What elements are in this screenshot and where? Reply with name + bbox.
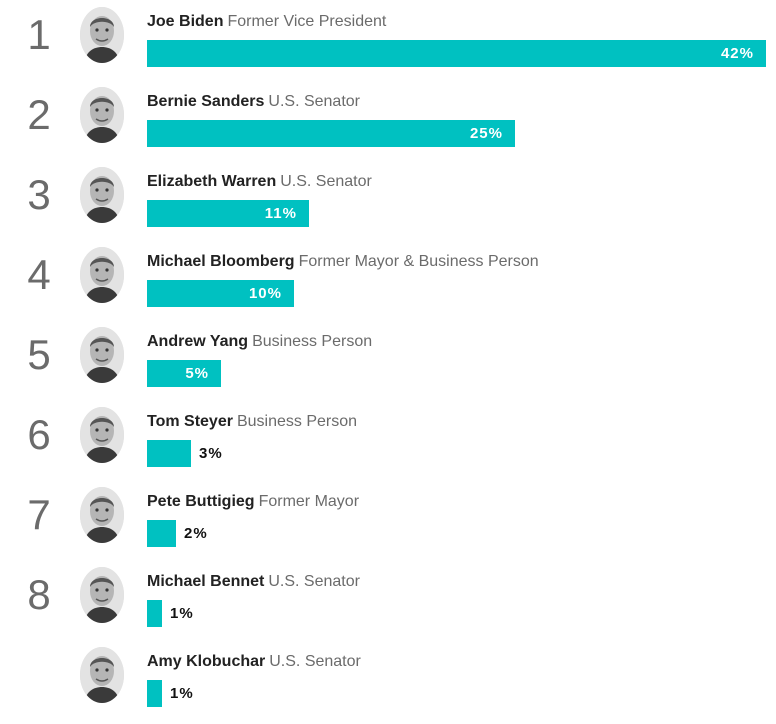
rank-number: 7 xyxy=(27,491,51,538)
data-label: 3% xyxy=(199,445,223,462)
bar xyxy=(147,440,191,467)
portrait-icon xyxy=(80,247,124,303)
rank-number: 5 xyxy=(27,331,51,378)
candidate-label: Bernie Sanders U.S. Senator xyxy=(147,92,360,112)
avatar xyxy=(80,487,124,543)
avatar xyxy=(80,647,124,703)
rank-number: 4 xyxy=(27,251,51,298)
portrait-icon xyxy=(80,647,124,703)
candidate-name: Amy Klobuchar xyxy=(147,653,266,670)
candidate-row: 2 Bernie Sanders U.S. Senator 25% xyxy=(0,84,776,164)
data-label: 1% xyxy=(170,685,194,702)
avatar xyxy=(80,247,124,303)
candidate-name: Pete Buttigieg xyxy=(147,493,255,510)
portrait-icon xyxy=(80,87,124,143)
candidate-name: Joe Biden xyxy=(147,13,224,30)
candidate-label: Joe Biden Former Vice President xyxy=(147,12,386,32)
bar xyxy=(147,680,162,707)
rank-number: 1 xyxy=(27,11,51,58)
data-label: 2% xyxy=(184,525,208,542)
candidate-name: Michael Bennet xyxy=(147,573,265,590)
portrait-icon xyxy=(80,327,124,383)
avatar xyxy=(80,567,124,623)
candidate-title: Business Person xyxy=(252,333,373,350)
bar xyxy=(147,600,162,627)
candidate-title: Former Mayor & Business Person xyxy=(298,253,539,270)
candidate-row: 5 Andrew Yang Business Person 5% xyxy=(0,324,776,404)
candidate-label: Michael Bloomberg Former Mayor & Business… xyxy=(147,252,539,272)
candidate-title: U.S. Senator xyxy=(268,573,360,590)
bar xyxy=(147,120,515,147)
avatar xyxy=(80,7,124,63)
avatar xyxy=(80,407,124,463)
candidate-row: 6 Tom Steyer Business Person 3% xyxy=(0,404,776,484)
candidate-name: Bernie Sanders xyxy=(147,93,265,110)
candidate-name: Tom Steyer xyxy=(147,413,233,430)
rank-number: 6 xyxy=(27,411,51,458)
rank-number: 2 xyxy=(27,91,51,138)
candidate-label: Tom Steyer Business Person xyxy=(147,412,357,432)
avatar xyxy=(80,327,124,383)
avatar xyxy=(80,167,124,223)
candidate-title: U.S. Senator xyxy=(280,173,372,190)
bar xyxy=(147,200,309,227)
data-label: 5% xyxy=(185,365,209,382)
candidate-name: Michael Bloomberg xyxy=(147,253,295,270)
candidate-title: U.S. Senator xyxy=(268,93,360,110)
avatar xyxy=(80,87,124,143)
bar xyxy=(147,360,221,387)
data-label: 11% xyxy=(264,205,297,222)
data-label: 42% xyxy=(720,45,754,62)
rank-number: 3 xyxy=(27,171,51,218)
candidate-title: U.S. Senator xyxy=(269,653,361,670)
bar xyxy=(147,40,766,67)
candidate-title: Business Person xyxy=(236,413,358,430)
candidate-name: Andrew Yang xyxy=(147,333,249,350)
candidate-row: Amy Klobuchar U.S. Senator 1% xyxy=(0,644,776,724)
portrait-icon xyxy=(80,407,124,463)
rank-number: 8 xyxy=(27,571,51,618)
candidate-row: 1 Joe Biden Former Vice President 42% xyxy=(0,4,776,84)
candidate-row: 4 Michael Bloomberg Former Mayor & Busines… xyxy=(0,244,776,324)
candidate-title: Former Mayor xyxy=(258,493,360,510)
candidate-name: Elizabeth Warren xyxy=(147,173,277,190)
data-label: 10% xyxy=(248,285,282,302)
bar xyxy=(147,280,294,307)
candidate-label: Michael Bennet U.S. Senator xyxy=(147,572,360,592)
candidate-row: 3 Elizabeth Warren U.S. Senator 11% xyxy=(0,164,776,244)
data-label: 25% xyxy=(469,125,503,142)
candidate-title: Former Vice President xyxy=(227,13,387,30)
candidate-label: Andrew Yang Business Person xyxy=(147,332,372,352)
data-label: 1% xyxy=(170,605,194,622)
portrait-icon xyxy=(80,7,124,63)
portrait-icon xyxy=(80,487,124,543)
candidate-label: Elizabeth Warren U.S. Senator xyxy=(147,172,372,192)
bar xyxy=(147,520,176,547)
portrait-icon xyxy=(80,567,124,623)
portrait-icon xyxy=(80,167,124,223)
candidate-label: Pete Buttigieg Former Mayor xyxy=(147,492,359,512)
candidate-label: Amy Klobuchar U.S. Senator xyxy=(147,652,361,672)
candidate-row: 7 Pete Buttigieg Former Mayor 2% xyxy=(0,484,776,564)
candidate-row: 8 Michael Bennet U.S. Senator 1% xyxy=(0,564,776,644)
